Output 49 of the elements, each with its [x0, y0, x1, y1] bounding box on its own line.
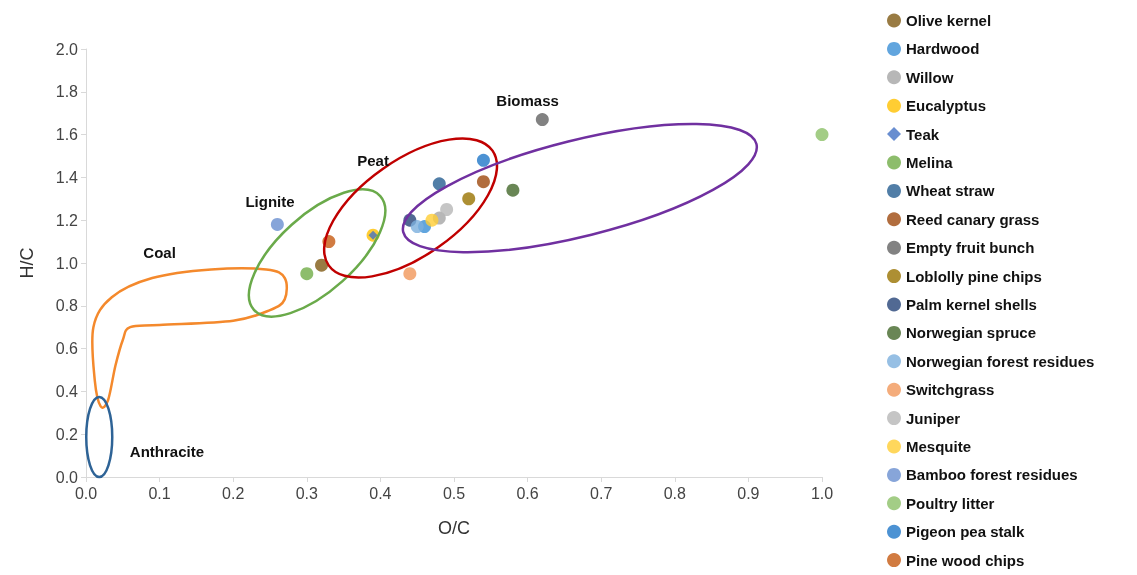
y-tick-label: 1.8	[55, 83, 79, 101]
x-tick-label: 0.7	[590, 484, 613, 502]
x-tick-label: 1.0	[810, 484, 834, 502]
y-tick-label: 1.2	[55, 211, 79, 229]
legend-label: Teak	[906, 125, 940, 143]
legend-label: Pigeon pea stalk	[906, 523, 1026, 541]
legend-label: Wheat straw	[906, 182, 995, 200]
legend-label: Juniper	[906, 409, 961, 427]
y-tick-label: 0.4	[55, 382, 79, 400]
y-tick-label: 1.6	[55, 126, 79, 144]
x-tick-label: 0.6	[516, 484, 539, 502]
x-tick-label: 0.5	[442, 484, 466, 502]
legend-label: Empty fruit bunch	[906, 239, 1035, 257]
legend-label: Switchgrass	[906, 381, 995, 399]
x-tick-label: 0.4	[369, 484, 392, 502]
y-tick-label: 0.8	[55, 297, 79, 315]
annotation: Anthracite	[129, 443, 205, 461]
x-tick-label: 0.8	[663, 484, 687, 502]
x-tick-label: 0.3	[295, 484, 319, 502]
y-tick-label: 1.4	[55, 168, 79, 186]
x-tick-label: 0.9	[737, 484, 760, 502]
legend-label: Reed canary grass	[906, 210, 1040, 228]
y-tick-label: 0.2	[55, 425, 79, 443]
legend-label: Poultry litter	[906, 494, 995, 512]
annotation: Biomass	[496, 92, 559, 110]
legend-label: Bamboo forest residues	[906, 466, 1078, 484]
x-tick-label: 0.2	[222, 484, 245, 502]
y-tick-label: 2.0	[55, 40, 79, 58]
y-axis-title: H/C	[17, 247, 37, 279]
legend-label: Eucalyptus	[906, 97, 987, 115]
y-tick-label: 1.0	[55, 254, 79, 272]
annotation: Peat	[357, 152, 389, 170]
legend-label: Mesquite	[906, 438, 972, 455]
legend-label: Hardwood	[906, 40, 980, 58]
x-axis-title: O/C	[437, 518, 471, 538]
legend-label: Melina	[906, 154, 954, 171]
legend-label: Norwegian spruce	[906, 324, 1037, 342]
legend-label: Norwegian forest residues	[906, 352, 1095, 370]
y-tick-label: 0.6	[55, 340, 79, 358]
legend-label: Palm kernel shells	[906, 296, 1037, 313]
annotation: Coal	[143, 244, 176, 262]
legend-label: Olive kernel	[906, 12, 992, 29]
legend-label: Willow	[906, 68, 954, 86]
x-tick-label: 0.1	[148, 484, 171, 502]
x-tick-label: 0.0	[74, 484, 98, 502]
legend-label: Loblolly pine chips	[906, 267, 1042, 285]
legend-label: Pine wood chips	[906, 551, 1025, 569]
y-tick-label: 0.0	[55, 468, 79, 486]
annotation: Lignite	[245, 193, 295, 211]
